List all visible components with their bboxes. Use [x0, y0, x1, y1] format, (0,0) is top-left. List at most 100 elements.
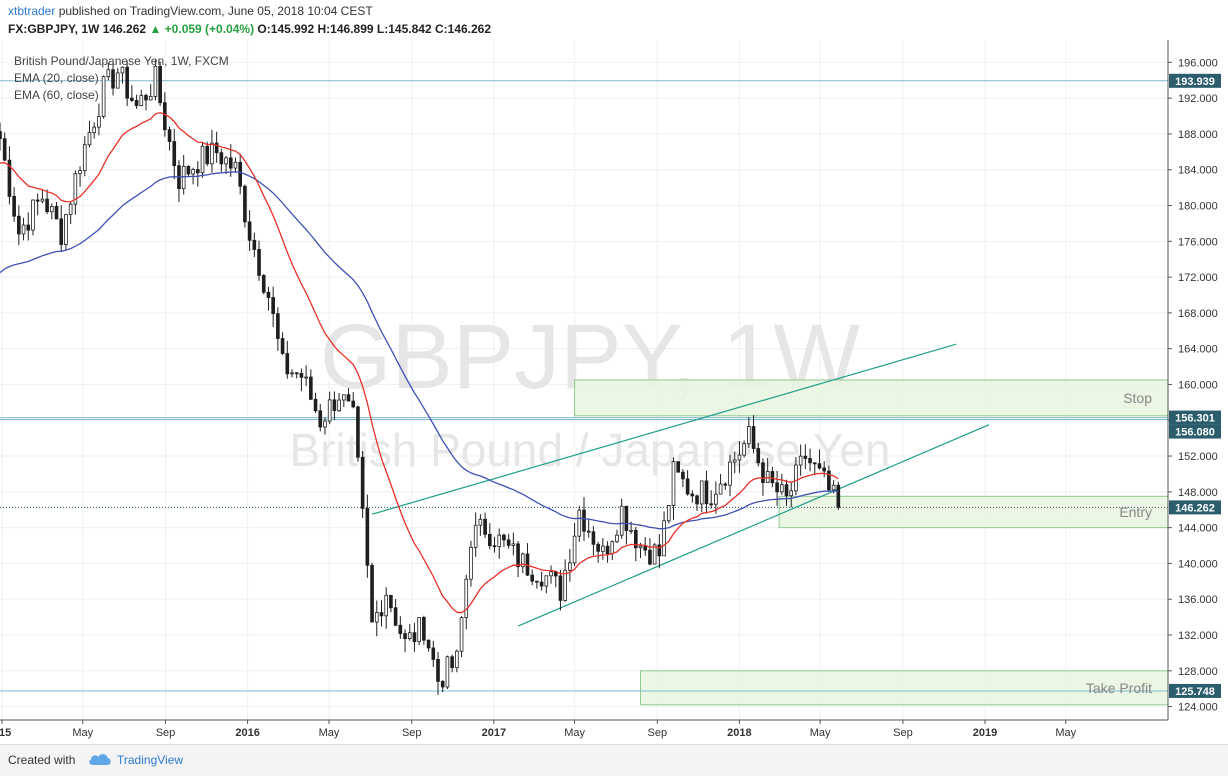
publish-line: xtbtrader published on TradingView.com, …	[8, 4, 373, 18]
watermark-name: British Pound / Japanese Yen	[289, 424, 890, 476]
candle-body	[205, 145, 210, 165]
y-tick-label: 144.000	[1178, 523, 1218, 535]
candle-body	[487, 533, 492, 547]
candle-body	[101, 76, 106, 117]
candle-body	[436, 658, 440, 682]
y-tick-label: 172.000	[1178, 272, 1218, 284]
candle-body	[130, 97, 134, 101]
candle-body	[822, 467, 827, 472]
zone-label: Entry	[1119, 504, 1152, 520]
candle-body	[139, 95, 144, 107]
candle-body	[200, 145, 205, 174]
candle-body	[290, 372, 294, 375]
candle-body	[497, 534, 502, 547]
candle-body	[770, 471, 775, 484]
candle-body	[539, 581, 544, 587]
close-value: 146.262	[447, 22, 492, 36]
legend-title: British Pound/Japanese Yen, 1W, FXCM	[14, 54, 229, 68]
candle-body	[12, 196, 16, 217]
candle-body	[775, 482, 779, 493]
candle-body	[544, 575, 549, 587]
candle-body	[704, 480, 709, 505]
candle-body	[699, 480, 704, 505]
candle-body	[21, 224, 26, 235]
candle-body	[219, 152, 224, 165]
candle-body	[568, 562, 572, 571]
tradingview-link[interactable]: TradingView	[117, 753, 184, 767]
y-tick-label: 148.000	[1178, 487, 1218, 499]
zone-box	[778, 495, 1169, 529]
candle-body	[59, 218, 64, 245]
open-value: 145.992	[270, 22, 315, 36]
y-tick-label: 188.000	[1178, 129, 1218, 141]
y-tick-label: 152.000	[1178, 451, 1218, 463]
time-axis[interactable]: 015 May Sep 2016 May Sep 2017 May Sep 2018 May Sep 2…	[0, 720, 1077, 739]
y-tick-label: 176.000	[1178, 236, 1218, 248]
candle-body	[638, 545, 643, 549]
candle-body	[445, 656, 450, 688]
candle-body	[134, 100, 139, 107]
candle-body	[17, 215, 21, 235]
candle-body	[464, 578, 469, 618]
author-link[interactable]: xtbtrader	[8, 4, 56, 18]
candle-body	[115, 72, 120, 89]
candle-body	[389, 594, 393, 609]
candle-body	[210, 142, 214, 165]
candle-body	[742, 443, 746, 456]
candle-body	[615, 534, 619, 543]
candle-body	[530, 574, 535, 582]
candle-body	[459, 617, 464, 652]
candle-body	[73, 173, 78, 205]
x-tick-label: 2018	[727, 727, 751, 739]
candle-body	[610, 541, 615, 555]
candle-body	[252, 239, 257, 250]
candle-body	[709, 503, 713, 506]
candle-body	[483, 518, 487, 535]
candle-body	[469, 546, 473, 580]
candle-body	[714, 493, 718, 505]
last-price: 146.262	[102, 22, 147, 36]
level-tag-bg	[1169, 73, 1221, 88]
legend-ema60[interactable]: EMA (60, close)	[14, 88, 99, 102]
legend-ema20[interactable]: EMA (20, close)	[14, 71, 99, 85]
y-tick-label: 160.000	[1178, 379, 1218, 391]
x-tick-label: 2017	[482, 727, 506, 739]
candle-body	[304, 376, 308, 379]
candle-body	[718, 483, 723, 495]
x-tick-label: Sep	[648, 727, 668, 739]
candle-body	[243, 185, 247, 223]
price-chart[interactable]: GBPJPY, 1W British Pound / Japanese Yen …	[0, 40, 1228, 744]
x-tick-label: 2016	[235, 727, 259, 739]
candle-body	[577, 509, 582, 537]
candle-body	[351, 400, 356, 408]
candle-body	[478, 518, 483, 526]
candle-body	[398, 624, 403, 634]
level-tag: 193.939	[1175, 76, 1215, 88]
candle-body	[186, 165, 191, 175]
candle-body	[690, 493, 695, 497]
candle-body	[285, 353, 290, 375]
y-tick-label: 192.000	[1178, 93, 1218, 105]
candle-body	[82, 144, 87, 171]
candle-body	[676, 461, 681, 473]
candle-body	[2, 138, 7, 161]
candle-body	[68, 203, 73, 215]
candle-body	[652, 544, 657, 565]
x-tick-label: 2019	[973, 727, 997, 739]
price-axis[interactable]: 124.000 128.000 132.000 136.000 140.000 144.0…	[1168, 57, 1218, 714]
candle-body	[271, 297, 275, 315]
level-tag-bg	[1169, 683, 1221, 698]
candle-body	[586, 530, 591, 533]
candle-body	[26, 224, 31, 231]
candle-body	[624, 505, 629, 531]
candle-body	[553, 571, 558, 577]
y-tick-label: 180.000	[1178, 201, 1218, 213]
candle-body	[455, 650, 459, 668]
candle-body	[35, 199, 40, 202]
candle-body	[337, 399, 341, 412]
ema-lines	[0, 112, 839, 614]
candle-body	[563, 569, 567, 601]
candle-body	[794, 464, 798, 492]
trend-line	[371, 343, 957, 515]
candle-body	[247, 221, 252, 241]
